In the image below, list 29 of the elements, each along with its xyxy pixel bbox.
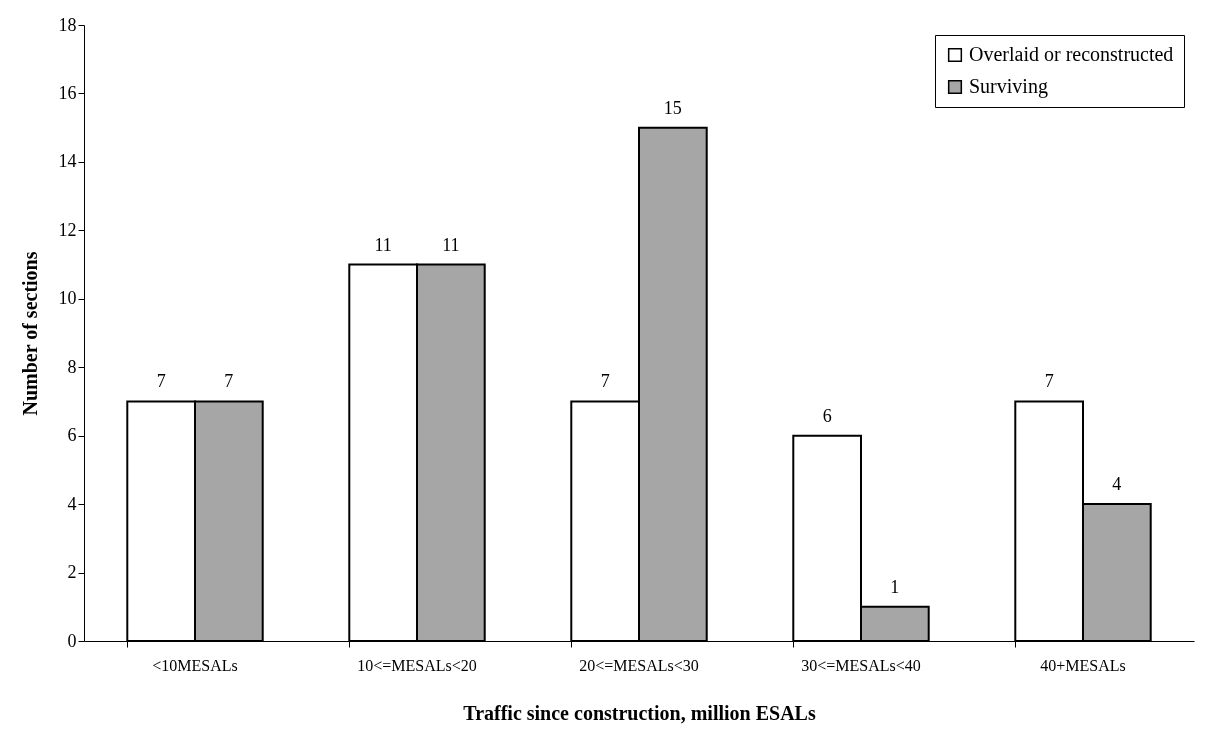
y-tick-label: 18 [58, 14, 77, 35]
y-tick-label: 8 [67, 356, 77, 377]
data-label: 1 [890, 576, 900, 597]
data-label: 6 [822, 405, 832, 426]
data-label: 7 [156, 371, 166, 392]
y-tick-label: 2 [67, 562, 77, 583]
y-tick-label: 10 [58, 288, 77, 309]
x-tick-label: 40+MESALs [1040, 656, 1126, 674]
x-tick-label: 10<=MESALs<20 [357, 656, 477, 674]
legend-label: Overlaid or reconstructed [969, 43, 1174, 65]
y-tick-label: 6 [67, 425, 77, 446]
x-tick-label: <10MESALs [152, 656, 238, 674]
data-label: 7 [1044, 371, 1054, 392]
data-label: 7 [224, 371, 234, 392]
y-tick-label: 16 [58, 82, 77, 103]
y-tick-label: 0 [67, 630, 77, 651]
x-axis-title: Traffic since construction, million ESALs [463, 701, 816, 724]
x-tick-label: 30<=MESALs<40 [801, 656, 921, 674]
y-tick-label: 4 [67, 493, 77, 514]
data-label: 7 [600, 371, 610, 392]
y-tick-label: 14 [58, 151, 77, 172]
data-label: 15 [663, 97, 682, 118]
y-axis-title: Number of sections [18, 251, 41, 416]
data-label: 4 [1112, 474, 1122, 495]
data-label: 11 [374, 234, 392, 255]
data-label: 11 [442, 234, 460, 255]
y-tick-label: 12 [58, 219, 77, 240]
legend-label: Surviving [969, 75, 1048, 98]
x-tick-label: 20<=MESALs<30 [579, 656, 699, 674]
